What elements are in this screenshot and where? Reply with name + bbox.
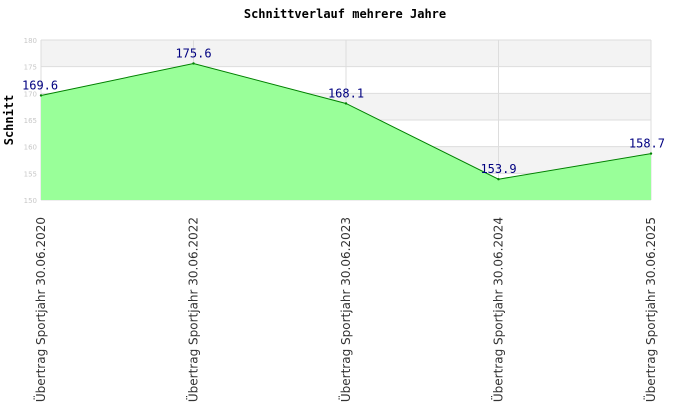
data-label: 175.6 xyxy=(175,46,211,60)
data-label: 158.7 xyxy=(629,137,665,151)
y-tick-label: 160 xyxy=(24,144,37,152)
x-tick-label: Übertrag Sportjahr 30.06.2025 xyxy=(642,217,658,402)
x-tick-label: Übertrag Sportjahr 30.06.2022 xyxy=(185,217,201,402)
x-tick-label: Übertrag Sportjahr 30.06.2024 xyxy=(490,217,506,402)
y-axis-label: Schnitt xyxy=(2,95,16,146)
y-tick-label: 165 xyxy=(24,117,37,125)
series-area xyxy=(39,62,653,200)
y-tick-label: 150 xyxy=(24,197,37,205)
data-label: 153.9 xyxy=(480,162,516,176)
data-point xyxy=(497,178,500,181)
data-point xyxy=(192,62,195,65)
y-tick-label: 155 xyxy=(24,170,37,178)
data-point xyxy=(344,102,348,105)
data-label: 169.6 xyxy=(22,78,58,92)
area-fill xyxy=(41,63,651,200)
x-axis-ticks: Übertrag Sportjahr 30.06.2020 Übertrag Sp… xyxy=(32,217,658,402)
y-tick-label: 175 xyxy=(24,64,37,72)
x-tick-label: Übertrag Sportjahr 30.06.2020 xyxy=(32,217,48,402)
x-tick-label: Übertrag Sportjahr 30.06.2023 xyxy=(337,217,353,402)
data-point xyxy=(649,152,653,155)
data-point xyxy=(39,94,43,97)
chart-title: Schnittverlauf mehrere Jahre xyxy=(244,7,446,21)
y-tick-label: 180 xyxy=(24,37,37,45)
data-label: 168.1 xyxy=(328,86,364,100)
y-tick-label: 170 xyxy=(24,90,37,98)
y-axis-ticks: 150 155 160 165 170 175 180 xyxy=(24,37,37,205)
data-labels: 169.6 175.6 168.1 153.9 158.7 xyxy=(22,46,665,176)
